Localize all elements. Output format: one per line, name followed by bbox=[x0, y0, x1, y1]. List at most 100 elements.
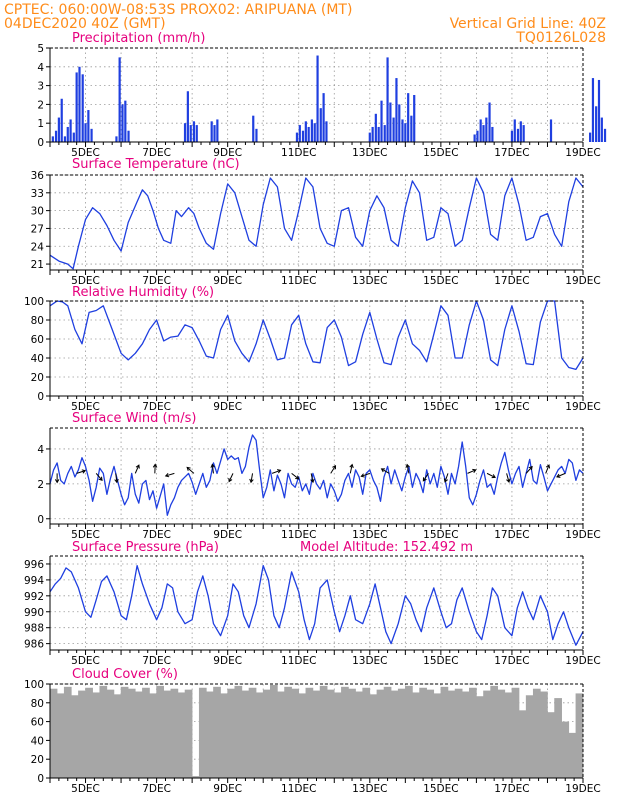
precip-bar bbox=[322, 93, 325, 142]
wind-arrow bbox=[165, 472, 175, 477]
cloud-bar bbox=[369, 694, 378, 778]
cloud-bar bbox=[241, 690, 250, 778]
cloud-bar bbox=[447, 690, 456, 778]
cloud-bar bbox=[49, 688, 58, 778]
cloud-xtick-label: 19DEC bbox=[565, 783, 600, 795]
wind-arrow bbox=[525, 466, 533, 474]
cloud-bar bbox=[504, 692, 513, 778]
cloud-bar bbox=[348, 688, 356, 778]
precip-bar bbox=[298, 125, 301, 142]
cloud-bar bbox=[56, 693, 65, 778]
wind-arrow bbox=[406, 464, 410, 474]
wind-arrowhead bbox=[295, 475, 300, 480]
cloud-ytick-label: 100 bbox=[24, 679, 44, 691]
cloud-bar bbox=[298, 693, 307, 778]
temp-ytick-label: 27 bbox=[31, 223, 44, 235]
precip-xtick-label: 19DEC bbox=[565, 147, 600, 159]
precip-bar bbox=[482, 125, 485, 142]
rh-xtick-label: 9DEC bbox=[213, 401, 242, 413]
cloud-bar bbox=[234, 685, 243, 778]
temp-ytick-label: 21 bbox=[31, 259, 44, 271]
pres-xtick-label: 7DEC bbox=[142, 655, 171, 667]
wind-arrow bbox=[361, 472, 370, 477]
wind-arrow bbox=[76, 470, 86, 474]
pres-ytick-label: 988 bbox=[24, 623, 44, 635]
precip-bar bbox=[591, 78, 595, 142]
precip-ytick-label: 4 bbox=[37, 62, 44, 74]
cloud-ytick-label: 0 bbox=[37, 773, 44, 785]
wind-arrow bbox=[422, 473, 429, 482]
pres-ytick-label: 996 bbox=[24, 559, 44, 571]
temp-series-line bbox=[49, 177, 584, 270]
wind-arrow bbox=[291, 472, 300, 480]
temp-xtick-label: 13DEC bbox=[352, 275, 387, 287]
cloud-xtick-label: 9DEC bbox=[213, 783, 242, 795]
precip-bar bbox=[195, 125, 198, 142]
rh-ytick-label: 40 bbox=[31, 353, 44, 365]
precip-bar bbox=[121, 104, 124, 142]
cloud-panel: Cloud Cover (%) 0 20 40 60 80 100 5DEC 7DEC 9DEC 1… bbox=[24, 667, 601, 795]
cloud-bar bbox=[376, 689, 385, 778]
precip-bar bbox=[377, 126, 380, 142]
temp-xtick-label: 9DEC bbox=[213, 275, 242, 287]
wind-ytick-label: 2 bbox=[37, 479, 44, 491]
pres-xtick-label: 19DEC bbox=[565, 655, 600, 667]
precip-bar bbox=[488, 102, 491, 142]
pres-ytick-label: 990 bbox=[24, 607, 44, 619]
cloud-bar bbox=[198, 687, 207, 778]
cloud-xtick-label: 13DEC bbox=[352, 783, 387, 795]
wind-arrowhead bbox=[81, 469, 87, 474]
temp-panel: Surface Temperature (nC) 21 24 27 30 33 36 5DEC… bbox=[31, 157, 601, 287]
precip-bar bbox=[87, 110, 90, 142]
pres-ytick-label: 992 bbox=[24, 591, 44, 603]
pres-xtick-label: 15DEC bbox=[423, 655, 458, 667]
wind-arrowhead bbox=[443, 478, 449, 483]
precip-bar bbox=[307, 126, 310, 142]
precip-xtick-label: 17DEC bbox=[494, 147, 529, 159]
precip-bar bbox=[60, 98, 63, 142]
cloud-bar bbox=[341, 686, 349, 778]
precip-bar bbox=[81, 74, 84, 142]
pres-ytick-label: 986 bbox=[24, 639, 44, 651]
rh-panel: Relative Humidity (%) 0 20 40 60 80 100 5DEC 7DE… bbox=[24, 285, 601, 413]
cloud-bar bbox=[120, 686, 129, 778]
cloud-bar bbox=[547, 712, 555, 778]
precip-bar bbox=[513, 119, 516, 142]
cloud-xtick-label: 5DEC bbox=[71, 783, 100, 795]
precip-bar bbox=[395, 78, 398, 142]
pres-xtick-label: 13DEC bbox=[352, 655, 387, 667]
wind-arrowhead bbox=[310, 478, 315, 484]
pres-xtick-label: 5DEC bbox=[71, 655, 100, 667]
precip-bar bbox=[66, 126, 69, 142]
cloud-bar bbox=[319, 685, 328, 778]
precip-bar bbox=[476, 130, 479, 142]
precip-bar bbox=[510, 130, 514, 142]
wind-arrowhead bbox=[405, 463, 410, 469]
header-run-date: 04DEC2020 40Z (GMT) bbox=[4, 16, 166, 32]
wind-ytick-label: 4 bbox=[37, 444, 44, 456]
wind-arrowhead bbox=[332, 464, 337, 470]
cloud-xtick-label: 15DEC bbox=[423, 783, 458, 795]
cloud-ytick-label: 40 bbox=[31, 735, 44, 747]
wind-arrow bbox=[271, 469, 281, 474]
precip-panel: Precipitation (mm/h) 0 1 2 3 4 5 5DEC 7DEC 9DEC 11… bbox=[37, 31, 607, 159]
cloud-bar bbox=[454, 688, 463, 778]
precip-ytick-label: 1 bbox=[37, 118, 44, 130]
precip-bar bbox=[404, 123, 407, 142]
temp-ytick-label: 33 bbox=[31, 188, 44, 200]
cloud-ytick-label: 80 bbox=[31, 698, 44, 710]
precip-xtick-label: 15DEC bbox=[423, 147, 458, 159]
wind-arrow bbox=[545, 464, 550, 474]
wind-arrow bbox=[115, 473, 118, 483]
wind-xtick-label: 5DEC bbox=[71, 529, 100, 541]
precip-bar bbox=[380, 100, 383, 142]
precip-bar bbox=[410, 115, 413, 142]
cloud-bar bbox=[85, 687, 93, 778]
precip-bar bbox=[401, 119, 404, 142]
pres-ytick-label: 994 bbox=[24, 575, 44, 587]
pres-xtick-label: 9DEC bbox=[213, 655, 242, 667]
cloud-bar bbox=[426, 689, 435, 778]
precip-bar bbox=[522, 125, 525, 142]
wind-xtick-label: 17DEC bbox=[494, 529, 529, 541]
wind-title: Surface Wind (m/s) bbox=[72, 411, 196, 426]
